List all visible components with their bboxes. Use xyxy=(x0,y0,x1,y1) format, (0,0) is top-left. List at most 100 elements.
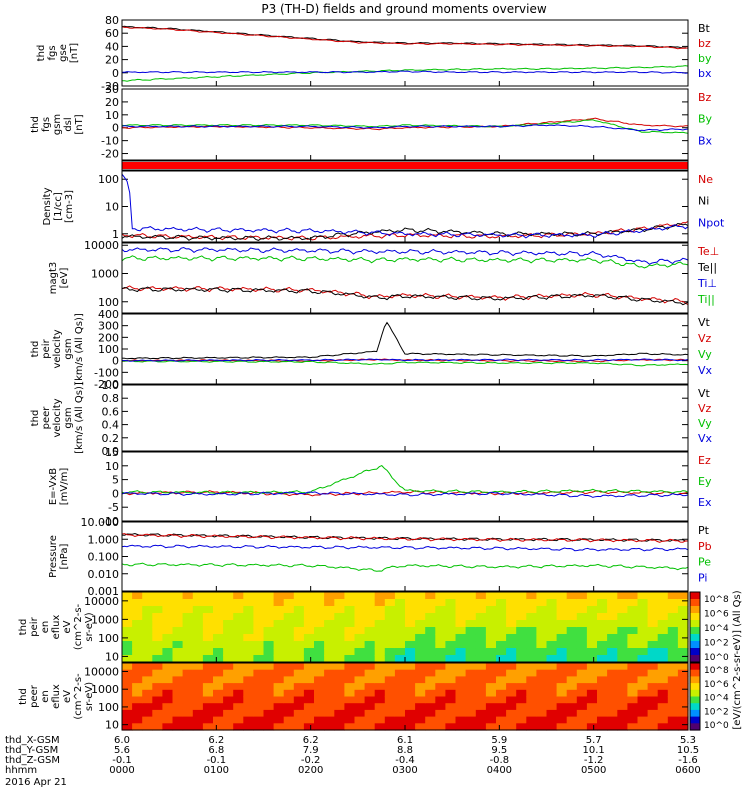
spectrogram-cell xyxy=(192,592,204,600)
legend-label: by xyxy=(698,52,712,65)
spectrogram-cell xyxy=(122,723,133,731)
spectrogram-cell xyxy=(122,606,133,614)
spectrogram-cell xyxy=(293,592,305,600)
spectrogram-cell xyxy=(384,703,396,711)
spectrogram-cell xyxy=(344,676,356,684)
spectrogram-cell xyxy=(627,716,639,724)
spectrogram-cell xyxy=(152,716,163,724)
colorbar-segment xyxy=(690,641,700,649)
series-line-Vz xyxy=(122,358,688,363)
spectrogram-cell xyxy=(445,620,457,628)
series-line-Ey xyxy=(121,464,689,495)
spectrogram-cell xyxy=(273,599,285,607)
y-tick-label: 10 xyxy=(105,109,119,122)
spectrogram-cell xyxy=(213,696,224,704)
y-axis-label: thd xyxy=(30,116,41,133)
y-tick-label: 40 xyxy=(105,40,119,53)
legend-label: Vy xyxy=(698,417,712,430)
spectrogram-cell xyxy=(496,689,507,698)
spectrogram-cell xyxy=(132,648,143,656)
spectrogram-cell xyxy=(667,592,679,600)
spectrogram-cell xyxy=(303,669,315,677)
xaxis-value-hhmm: 0600 xyxy=(675,765,700,776)
x-axis-table: thd_X-GSM thd_Y-GSM thd_Z-GSM hhmm 2016 … xyxy=(5,735,701,788)
spectrogram-cell xyxy=(374,648,386,656)
spectrogram-cell xyxy=(324,723,335,731)
legend-label: Pb xyxy=(698,540,712,553)
spectrogram-cell xyxy=(132,599,143,607)
spectrogram-cell xyxy=(576,669,588,677)
spectrogram-cell xyxy=(435,620,446,628)
spectrogram-cell xyxy=(202,606,214,614)
spectrogram-cell xyxy=(485,634,497,642)
spectrogram-cell xyxy=(213,620,224,628)
spectrogram-cell xyxy=(445,669,457,677)
y-tick-label: 20 xyxy=(105,54,119,67)
y-axis-label: thd xyxy=(18,688,29,705)
spectrogram-cell xyxy=(516,627,527,635)
spectrogram-cell xyxy=(243,663,254,671)
spectrogram-cell xyxy=(455,599,467,607)
y-axis-label: sr-eV) xyxy=(84,682,95,711)
spectrogram-cell xyxy=(142,620,153,628)
series-line-Ti⊥ xyxy=(121,246,689,265)
y-axis-label: [eV] xyxy=(59,268,70,289)
spectrogram-cell xyxy=(364,613,376,621)
spectrogram-cell xyxy=(597,669,608,677)
panel-peer_velocity: 1.00.80.60.40.20.0 thd peer velocity gsm [km/… xyxy=(30,379,713,458)
spectrogram-cell xyxy=(283,655,295,663)
spectrogram-cell xyxy=(354,676,366,684)
spectrogram-cell xyxy=(586,627,598,635)
spectrogram-cell xyxy=(172,703,184,711)
spectrogram-cell xyxy=(506,627,517,635)
spectrogram-cell xyxy=(182,676,194,684)
spectrogram-cell xyxy=(617,716,628,724)
colorbar-tick-label: 10^2 xyxy=(704,707,729,717)
spectrogram-cell xyxy=(475,599,487,607)
spectrogram-cell xyxy=(586,709,598,718)
spectrogram-cell xyxy=(597,648,608,656)
spectrogram-cell xyxy=(354,663,366,671)
spectrogram-cell xyxy=(283,634,295,642)
spectrogram-cell xyxy=(354,648,366,656)
figure-title: P3 (TH-D) fields and ground moments over… xyxy=(261,2,546,16)
colorbar-segment xyxy=(690,655,700,663)
spectrogram-cell xyxy=(657,716,669,724)
spectrogram-cell xyxy=(556,669,568,677)
spectrogram-cell xyxy=(314,592,325,600)
spectrogram-cell xyxy=(293,613,305,621)
spectrogram-cell xyxy=(172,663,184,671)
spectrogram-cell xyxy=(475,627,487,635)
spectrogram-cell xyxy=(334,716,345,724)
y-tick-label: 10000 xyxy=(84,665,119,678)
spectrogram-cell xyxy=(162,723,174,731)
spectrogram-cell xyxy=(657,648,669,656)
spectrogram-cell xyxy=(425,689,436,698)
spectrogram-cell xyxy=(122,627,133,635)
spectrogram-cell xyxy=(627,592,639,600)
spectrogram-cell xyxy=(263,655,275,663)
spectrogram-cell xyxy=(526,676,537,684)
spectrogram-cell xyxy=(233,683,244,691)
spectrogram-cell xyxy=(182,663,194,671)
spectrogram-cell xyxy=(273,620,285,628)
spectrogram-cell xyxy=(637,663,649,671)
spectrogram-cell xyxy=(152,696,163,704)
spectrogram-cell xyxy=(667,634,679,642)
panel-frame xyxy=(121,313,689,385)
spectrogram-cell xyxy=(374,683,386,691)
spectrogram-cell xyxy=(303,627,315,635)
spectrogram-cell xyxy=(192,634,204,642)
spectrogram-cell xyxy=(597,723,608,731)
spectrogram-cell xyxy=(566,676,578,684)
spectrogram-cell xyxy=(253,620,265,628)
spectrogram-cell xyxy=(374,663,386,671)
spectrogram-cell xyxy=(142,723,153,731)
colorbar-tick-label: 10^6 xyxy=(704,610,729,620)
spectrogram-cell xyxy=(122,683,133,691)
spectrogram-cell xyxy=(303,599,315,607)
spectrogram-cell xyxy=(435,709,446,718)
y-tick-label: 100 xyxy=(98,296,119,309)
spectrogram-cell xyxy=(334,655,345,663)
spectrogram-cell xyxy=(132,606,143,614)
